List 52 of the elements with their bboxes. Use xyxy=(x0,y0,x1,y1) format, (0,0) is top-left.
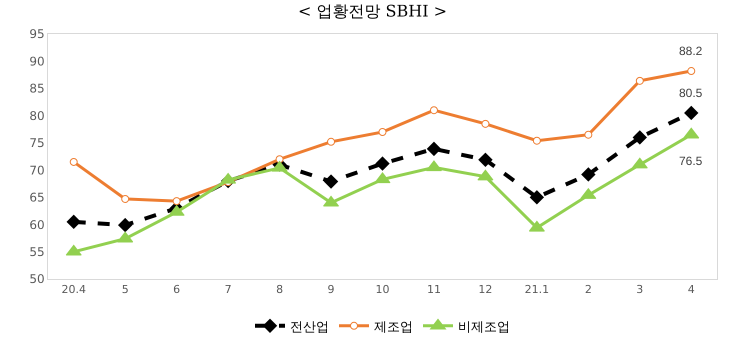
y-tick-label: 85 xyxy=(29,82,45,96)
point xyxy=(327,138,336,146)
legend-label: 제조업 xyxy=(374,320,413,335)
data-label: 88.2 xyxy=(679,44,703,58)
point xyxy=(478,152,492,167)
x-tick-label: 5 xyxy=(122,283,129,296)
point xyxy=(530,190,544,204)
y-tick-label: 70 xyxy=(29,163,45,178)
x-tick-label: 2 xyxy=(584,283,592,296)
point xyxy=(376,156,390,171)
point xyxy=(430,106,438,114)
y-tick-label: 90 xyxy=(29,54,45,68)
y-tick-label: 60 xyxy=(29,218,45,232)
y-tick-label: 55 xyxy=(29,244,45,259)
point xyxy=(584,130,592,139)
point xyxy=(426,142,441,156)
point xyxy=(581,167,596,182)
point xyxy=(118,218,132,232)
data-label: 76.5 xyxy=(679,154,703,168)
point xyxy=(121,194,130,203)
point xyxy=(632,130,647,144)
x-tick-label: 20.4 xyxy=(61,283,86,296)
x-tick-label: 4 xyxy=(688,283,695,296)
y-tick-label: 50 xyxy=(29,272,45,286)
x-tick-label: 10 xyxy=(376,283,390,296)
x-tick-label: 21.1 xyxy=(524,283,550,296)
x-tick-label: 6 xyxy=(173,283,180,296)
y-tick-label: 95 xyxy=(29,27,45,42)
point xyxy=(481,120,490,128)
x-tick-label: 3 xyxy=(636,283,644,296)
point xyxy=(66,214,81,229)
y-tick-label: 80 xyxy=(29,108,45,123)
point xyxy=(636,76,644,85)
y-tick-label: 65 xyxy=(29,190,45,205)
chart-title: < 업황전망 SBHI > xyxy=(298,1,448,20)
legend-label: 비제조업 xyxy=(458,320,510,335)
x-tick-label: 11 xyxy=(426,283,441,296)
data-label: 80.5 xyxy=(679,86,703,100)
point xyxy=(532,136,541,145)
legend-label: 전산업 xyxy=(290,320,329,335)
point xyxy=(324,174,338,189)
point xyxy=(378,128,386,136)
x-tick-label: 9 xyxy=(328,283,335,296)
point xyxy=(687,67,696,76)
point xyxy=(276,155,284,164)
y-tick-label: 75 xyxy=(29,136,45,150)
point xyxy=(684,106,698,120)
x-tick-label: 12 xyxy=(478,283,492,296)
point xyxy=(172,197,181,206)
x-tick-label: 8 xyxy=(276,283,284,296)
point xyxy=(70,158,78,166)
x-tick-label: 7 xyxy=(224,283,232,296)
